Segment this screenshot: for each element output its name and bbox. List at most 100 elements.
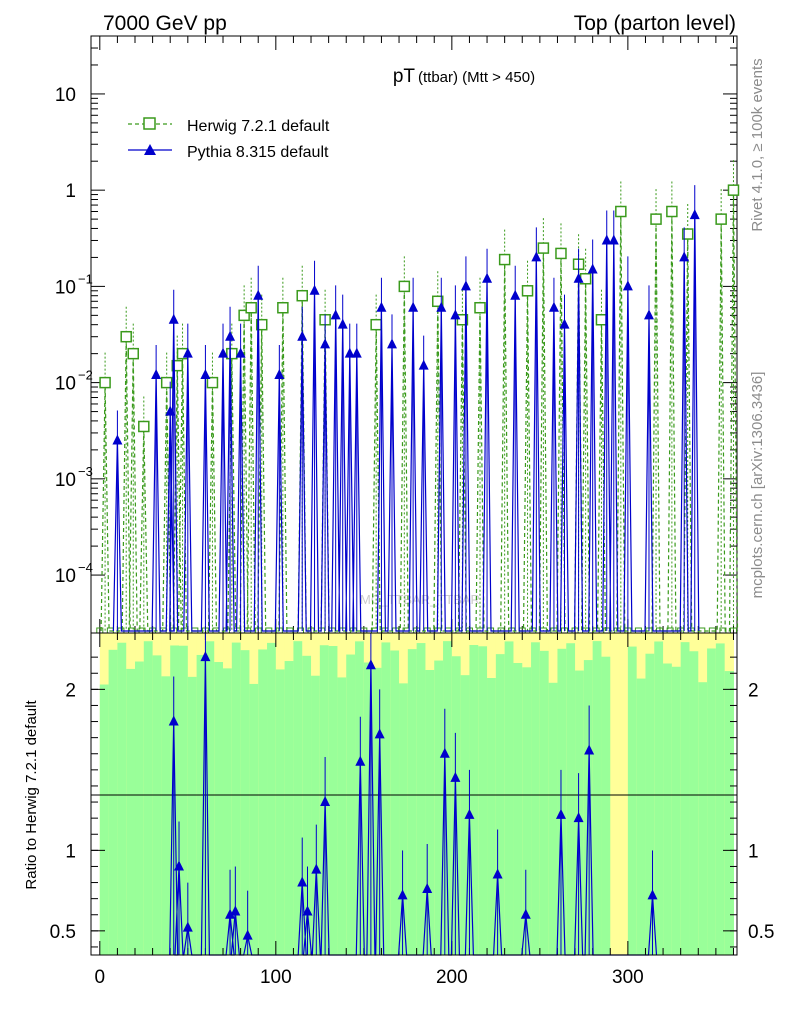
herwig-point: [255, 318, 268, 331]
ratio-pythia-point: [168, 715, 179, 726]
pythia-point: [182, 347, 193, 358]
main-ytick-exponent: −4: [78, 560, 93, 575]
ratio-pythia-point: [174, 860, 185, 871]
pythia-point: [235, 347, 246, 358]
ratio-band-green: [487, 678, 497, 955]
ratio-pythia-point: [302, 905, 313, 916]
ratio-band-green: [179, 645, 189, 955]
herwig-point: [595, 314, 608, 326]
ratio-band-green: [707, 648, 717, 955]
pythia-point: [608, 234, 619, 245]
ratio-band-green: [645, 653, 655, 955]
ratio-pythia-point: [320, 796, 331, 807]
herwig-point: [681, 228, 694, 240]
herwig-point: [555, 247, 567, 260]
ratio-ytick-label: 0.5: [50, 922, 76, 943]
main-series: [96, 160, 740, 634]
ratio-band-green: [381, 642, 391, 955]
ratio-band-green: [117, 642, 127, 955]
main-ytick-exponent: −3: [78, 464, 93, 479]
herwig-point: [432, 295, 444, 308]
main-ytick-label: 10: [55, 85, 76, 106]
pythia-point: [274, 368, 285, 379]
ratio-band-green: [196, 654, 206, 955]
legend-herwig-label: Herwig 7.2.1 default: [187, 118, 330, 135]
ratio-pythia-point: [555, 808, 566, 819]
herwig-point: [127, 347, 139, 360]
ratio-pythia-point: [355, 755, 366, 766]
ratio-band-green: [636, 678, 646, 955]
herwig-point: [138, 420, 150, 433]
ratio-pythia-point: [450, 771, 461, 782]
ratio-pythia-point: [422, 882, 433, 893]
ratio-pythia-point: [492, 868, 503, 879]
ratio-pythia-point: [397, 889, 408, 900]
herwig-point: [456, 314, 469, 326]
ratio-pythia-point: [365, 659, 376, 670]
ratio-band-green: [434, 660, 444, 955]
ratio-band-green: [275, 669, 286, 955]
pythia-point: [587, 263, 598, 274]
ratio-pythia-point: [182, 921, 193, 932]
main-ytick-label: 10: [55, 374, 76, 395]
ratio-band-green: [205, 641, 215, 955]
pythia-point: [165, 405, 176, 416]
main-ytick-label: 1: [65, 181, 76, 202]
pythia-point: [112, 434, 123, 445]
energy-label: 7000 GeV pp: [103, 12, 227, 35]
ratio-pythia-point: [225, 908, 236, 919]
ratio-pythia-point: [584, 744, 595, 755]
ratio-band-green: [724, 671, 734, 955]
ratio-xtick-label: 300: [612, 967, 644, 988]
ratio-xtick-label: 200: [436, 967, 468, 988]
pythia-point: [643, 309, 654, 320]
pythia-point: [622, 280, 633, 291]
ratio-pythia-point: [520, 908, 531, 919]
pythia-line: [112, 215, 700, 632]
legend-pythia-marker: [144, 144, 156, 155]
ratio-band-green: [135, 661, 145, 955]
ratio-band-green: [284, 661, 294, 955]
ratio-ytick-label-right: 2: [748, 680, 759, 701]
ratio-band-green: [689, 651, 699, 955]
pythia-point: [351, 347, 362, 358]
ratio-pythia-point: [374, 728, 385, 739]
main-ytick-label: 10: [55, 566, 76, 587]
pythia-point: [151, 368, 162, 379]
herwig-point: [537, 242, 550, 254]
ratio-band-green: [522, 667, 532, 955]
ratio-band-green: [425, 669, 435, 955]
pythia-point: [408, 301, 419, 312]
ratio-band-green: [390, 650, 400, 955]
pythia-point: [337, 318, 348, 329]
legend: Herwig 7.2.1 default Pythia 8.315 defaul…: [128, 117, 330, 161]
ratio-band-yellow: [619, 633, 629, 955]
pythia-point: [460, 280, 471, 291]
pythia-point: [559, 318, 570, 329]
pythia-point: [482, 272, 493, 283]
ratio-band-green: [469, 644, 479, 955]
ratio-band-green: [504, 641, 514, 955]
ratio-frame: [90, 632, 738, 956]
ratio-band-green: [715, 643, 726, 955]
ratio-pythia-point: [439, 747, 450, 758]
pythia-point: [689, 209, 700, 220]
ratio-ylabel: Ratio to Herwig 7.2.1 default: [23, 700, 40, 890]
pythia-point: [376, 301, 387, 312]
ratio-band-green: [161, 676, 171, 955]
ratio-ytick-label-right: 0.5: [748, 922, 774, 943]
pythia-point: [200, 368, 211, 379]
ratio-band-green: [214, 662, 224, 955]
pythia-point: [573, 272, 584, 283]
ratio-pythia-point: [464, 808, 475, 819]
legend-pythia-label: Pythia 8.315 default: [187, 144, 329, 161]
herwig-point: [277, 301, 289, 314]
ratio-band-green: [152, 655, 162, 955]
herwig-point: [398, 280, 411, 293]
ratio-band-green: [460, 675, 470, 955]
pythia-point: [436, 301, 447, 312]
ratio-band-green: [575, 670, 585, 955]
main-title: pT: [393, 66, 416, 87]
main-title-sub: (ttbar) (Mtt > 450): [418, 69, 535, 86]
